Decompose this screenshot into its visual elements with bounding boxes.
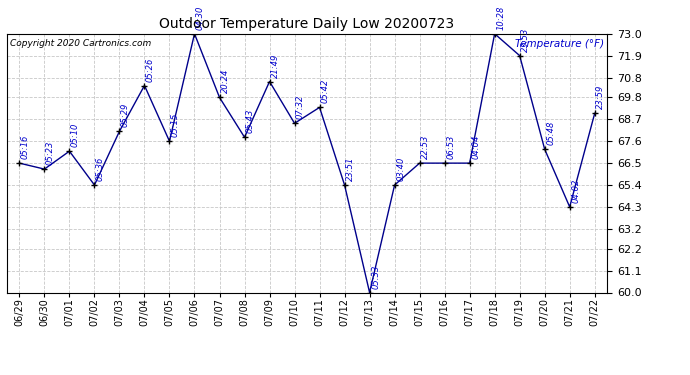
Title: Outdoor Temperature Daily Low 20200723: Outdoor Temperature Daily Low 20200723 (159, 17, 455, 31)
Text: 05:48: 05:48 (546, 121, 555, 145)
Text: 21:49: 21:49 (271, 53, 280, 78)
Text: 10:28: 10:28 (496, 5, 505, 30)
Text: 06:53: 06:53 (446, 135, 455, 159)
Text: Copyright 2020 Cartronics.com: Copyright 2020 Cartronics.com (10, 39, 151, 48)
Text: 05:36: 05:36 (96, 157, 105, 181)
Text: 04:30: 04:30 (196, 5, 205, 30)
Text: 05:43: 05:43 (246, 109, 255, 133)
Text: 05:10: 05:10 (71, 123, 80, 147)
Text: Temperature (°F): Temperature (°F) (515, 39, 604, 49)
Text: 23:51: 23:51 (346, 157, 355, 181)
Text: 05:29: 05:29 (121, 103, 130, 127)
Text: 05:16: 05:16 (21, 135, 30, 159)
Text: 05:42: 05:42 (321, 79, 330, 104)
Text: 07:32: 07:32 (296, 95, 305, 119)
Text: 05:33: 05:33 (371, 264, 380, 288)
Text: 05:15: 05:15 (171, 113, 180, 137)
Text: 03:40: 03:40 (396, 157, 405, 181)
Text: 05:26: 05:26 (146, 57, 155, 81)
Text: 04:04: 04:04 (471, 135, 480, 159)
Text: 20:24: 20:24 (221, 69, 230, 93)
Text: 05:23: 05:23 (46, 141, 55, 165)
Text: 23:59: 23:59 (596, 85, 605, 109)
Text: 04:02: 04:02 (571, 178, 580, 203)
Text: 22:53: 22:53 (421, 135, 430, 159)
Text: 23:53: 23:53 (521, 27, 530, 52)
